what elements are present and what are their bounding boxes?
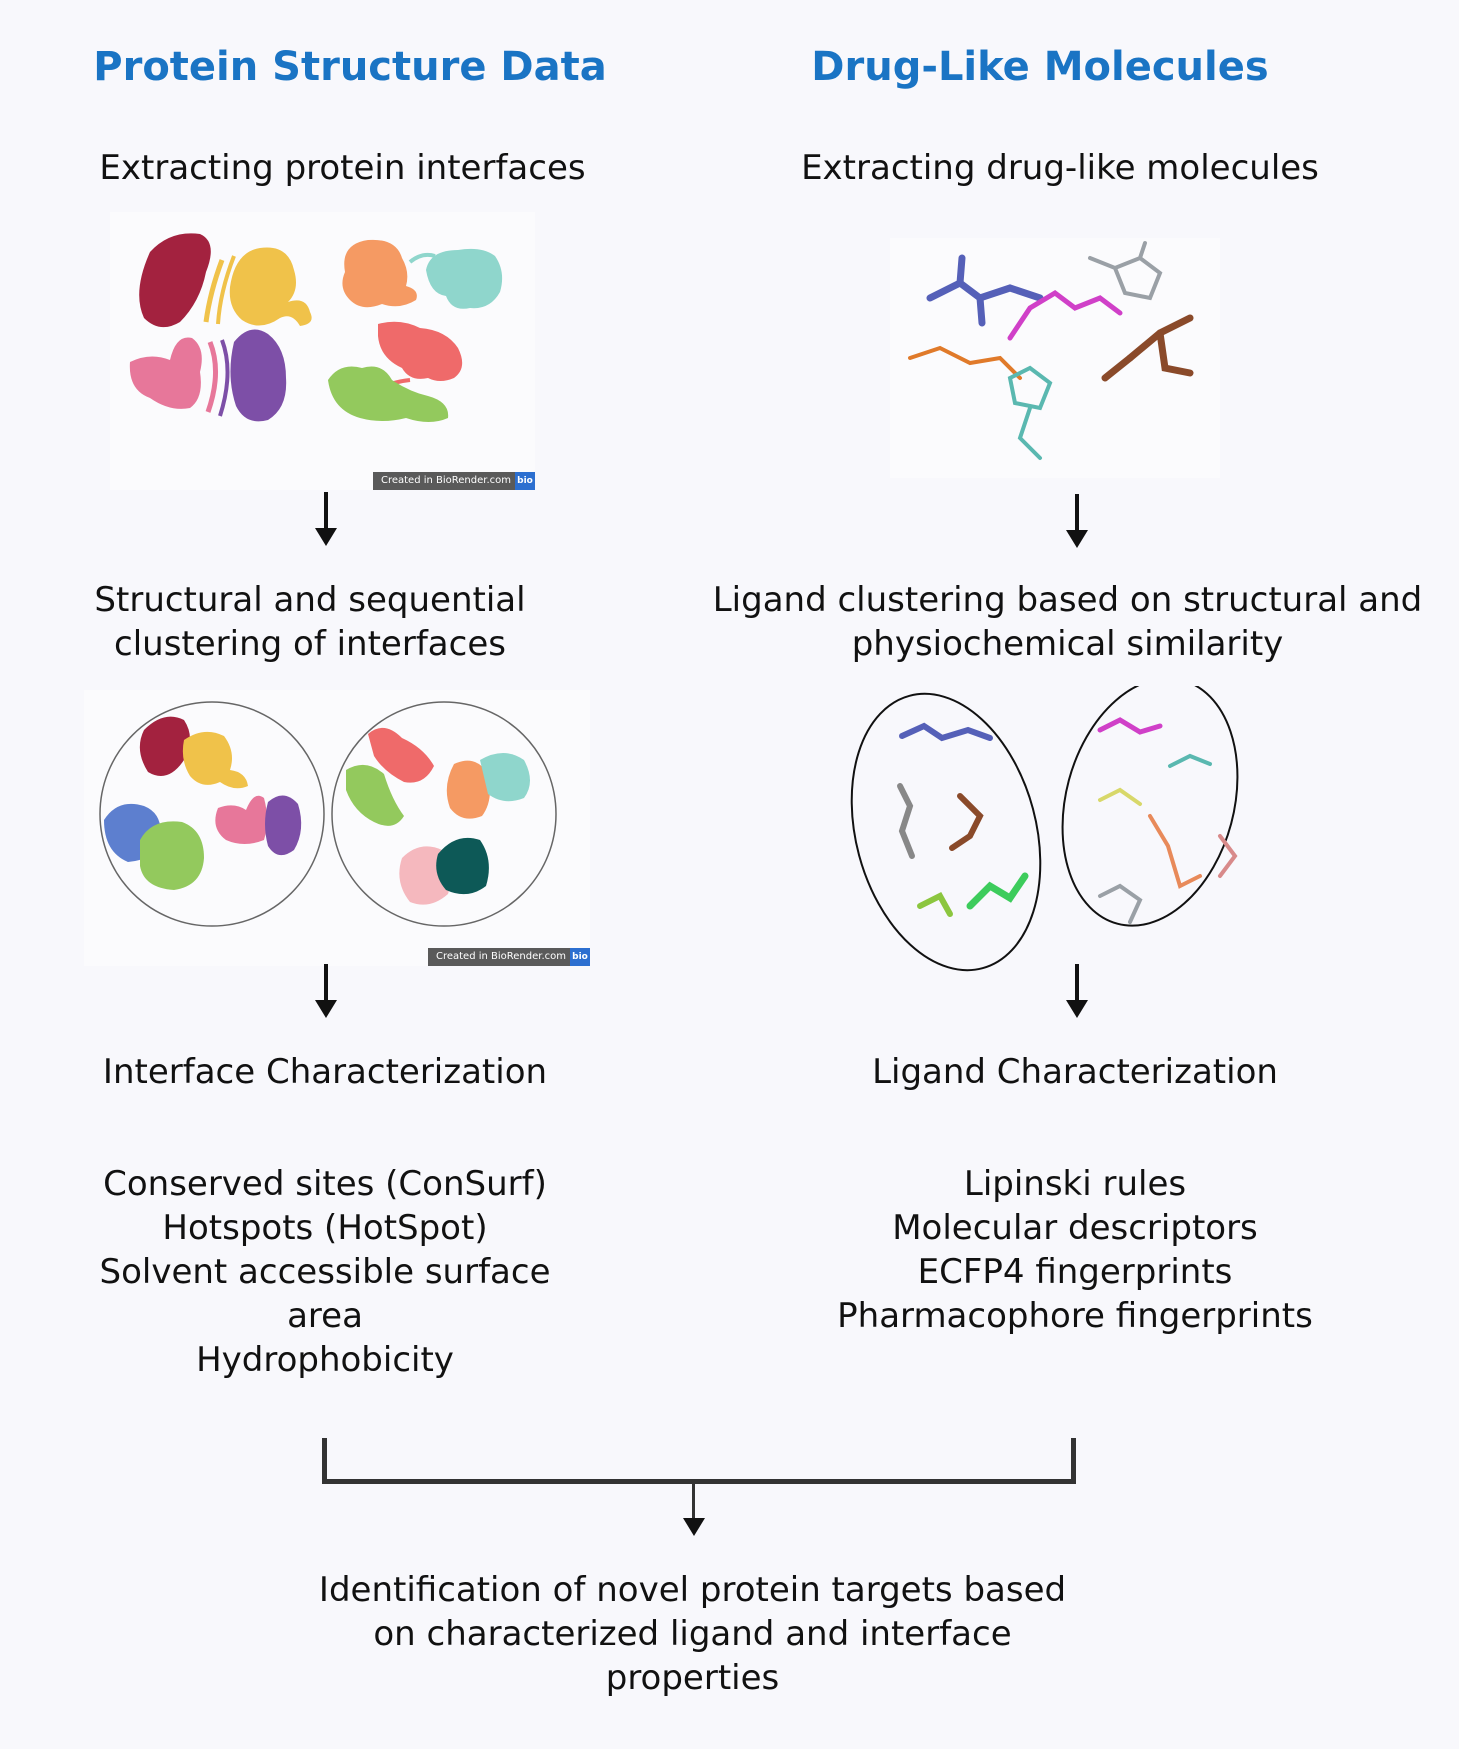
feature-lipinski: Lipinski rules (963, 1164, 1187, 1204)
bracket-right-leg (1071, 1438, 1076, 1484)
structural-clustering-line-1: Structural and sequential (94, 580, 526, 620)
protein-interfaces-illustration (129, 233, 503, 422)
left-arrow-2 (315, 964, 337, 1018)
molecule-brown (1101, 314, 1194, 382)
feature-ecfp4: ECFP4 fingerprints (917, 1252, 1233, 1292)
protein-yellow (229, 247, 312, 326)
molecule-blue (926, 254, 1044, 327)
protein-clusters-image: Created in BioRender.com bio (84, 690, 590, 966)
ligand-clusters-illustration (850, 677, 1239, 972)
ligand-characterization-label: Ligand Characterization (872, 1052, 1278, 1092)
bracket-left-leg (322, 1438, 327, 1484)
extract-molecules-label: Extracting drug-like molecules (801, 148, 1319, 188)
bracket-bar (322, 1479, 1076, 1484)
feature-sasa-line-1: Solvent accessible surface (99, 1252, 551, 1292)
protein-purple (230, 329, 287, 422)
protein-structure-heading: Protein Structure Data (93, 44, 607, 90)
feature-consurf: Conserved sites (ConSurf) (103, 1164, 547, 1204)
ligand-clusters-image (850, 677, 1270, 976)
cluster-circle-2 (331, 701, 557, 927)
protein-interfaces-image: Created in BioRender.com bio (110, 212, 535, 490)
merge-arrow (683, 1482, 705, 1536)
right-arrow-2 (1066, 964, 1088, 1018)
right-arrow-1 (1066, 494, 1088, 548)
badge-text: Created in BioRender.com (380, 475, 511, 486)
structural-clustering-label: Structural and sequential clustering of … (20, 578, 600, 666)
feature-sasa-line-2: area (287, 1296, 363, 1336)
extract-interfaces-label: Extracting protein interfaces (99, 148, 586, 188)
biorender-badge-2: Created in BioRender.com bio (427, 948, 590, 966)
molecule-teal (1007, 365, 1053, 460)
ligand-clustering-line-1: Ligand clustering based on structural an… (712, 580, 1423, 620)
structural-clustering-line-2: clustering of interfaces (114, 624, 506, 664)
ligand-clustering-line-2: physiochemical similarity (851, 624, 1284, 664)
biorender-badge: Created in BioRender.com bio (372, 472, 535, 490)
interface-characterization-label: Interface Characterization (102, 1052, 548, 1092)
protein-teal (426, 248, 503, 309)
protein-salmon (378, 321, 463, 381)
protein-clusters-illustration (99, 701, 557, 927)
left-arrow-1 (315, 492, 337, 546)
final-line-1: Identification of novel protein targets … (318, 1570, 1067, 1610)
bio-logo: bio (515, 472, 535, 490)
feature-hydrophobicity: Hydrophobicity (196, 1340, 454, 1380)
feature-hotspot: Hotspots (HotSpot) (162, 1208, 488, 1248)
drug-molecules-image (890, 238, 1220, 478)
ligand-clustering-label: Ligand clustering based on structural an… (700, 578, 1435, 666)
bio-logo-2: bio (570, 948, 590, 966)
protein-pink (129, 337, 202, 409)
interface-features-list: Conserved sites (ConSurf) Hotspots (HotS… (20, 1162, 630, 1382)
final-line-2: on characterized ligand and interface (373, 1614, 1012, 1654)
protein-orange (342, 239, 417, 308)
final-line-3: properties (605, 1658, 780, 1698)
molecule-magenta (1007, 289, 1123, 341)
molecules-illustration (908, 241, 1194, 460)
protein-crimson (139, 233, 211, 328)
cluster-circle-1 (99, 701, 325, 927)
drug-like-heading: Drug-Like Molecules (811, 44, 1269, 90)
ligand-cluster-ellipse-1 (850, 692, 1042, 972)
feature-pharmacophore: Pharmacophore fingerprints (837, 1296, 1313, 1336)
badge-text-2: Created in BioRender.com (435, 951, 566, 962)
protein-green (328, 366, 449, 422)
feature-descriptors: Molecular descriptors (892, 1208, 1258, 1248)
final-outcome-label: Identification of novel protein targets … (230, 1568, 1155, 1700)
ligand-features-list: Lipinski rules Molecular descriptors ECF… (760, 1162, 1390, 1338)
molecule-orange (908, 345, 1022, 380)
molecule-grey (1088, 241, 1163, 301)
